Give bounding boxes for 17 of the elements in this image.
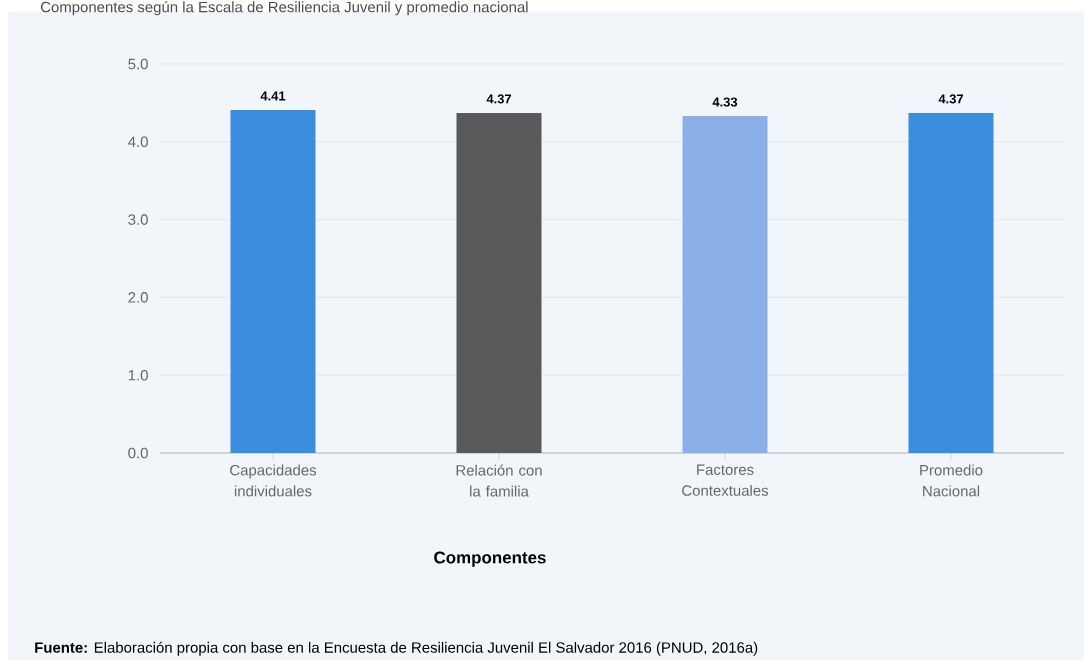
data-label: 4.41 — [260, 91, 286, 101]
y-tick-label: 4.0 — [128, 136, 148, 148]
y-tick-label: 0.0 — [128, 447, 148, 459]
data-label: 4.37 — [938, 94, 964, 104]
x-tick-label: Factores Contextuales — [682, 464, 769, 496]
x-tick-label: Relación con la familia — [456, 464, 542, 497]
y-tick-label: 2.0 — [128, 292, 148, 303]
x-tick-label: Promedio Nacional — [920, 464, 983, 497]
x-axis-title: Componentes — [434, 551, 546, 567]
y-tick-label: 1.0 — [128, 369, 148, 381]
y-tick-label: 3.0 — [128, 214, 148, 225]
y-tick-label: 5.0 — [128, 58, 148, 70]
x-tick-label: Capacidades individuales — [230, 464, 317, 497]
text: Fuente: Elaboración propia con base en la Encuesta de Resiliencia Juvenil El Salvador 2016 (PNUD, 2016a) — [35, 641, 758, 656]
data-label: 4.33 — [712, 97, 738, 107]
chart-title: Componentes según la Escala de Resiliencia Juvenil y promedio nacional — [40, 1, 528, 16]
data-label: 4.37 — [486, 94, 512, 104]
